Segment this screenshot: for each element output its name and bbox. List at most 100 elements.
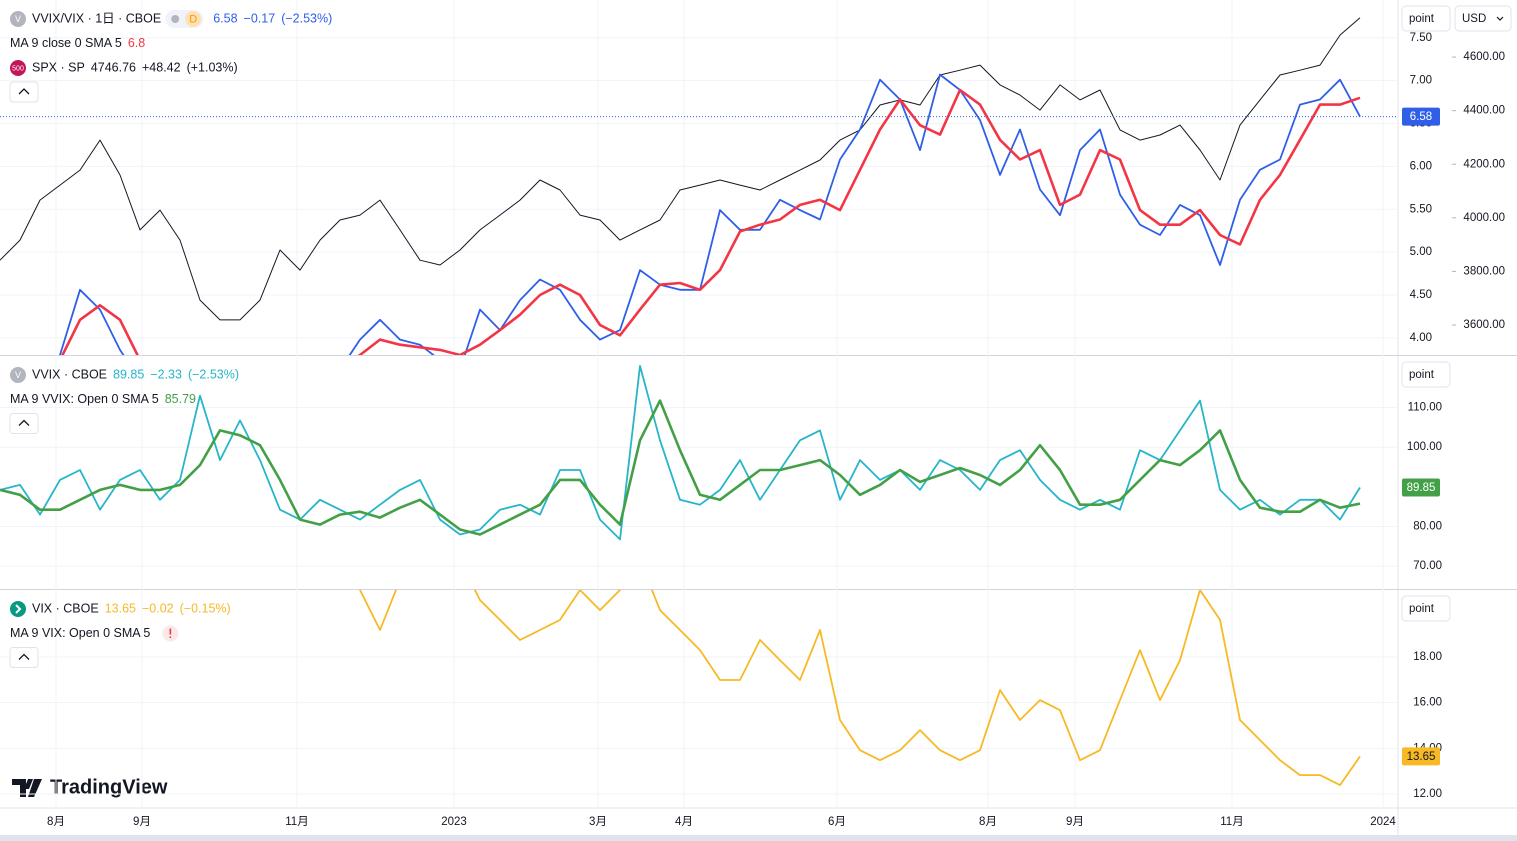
pane-plot (358, 590, 1361, 786)
legend-change: −0.17 (244, 11, 276, 25)
series-line (358, 590, 1361, 786)
last-price-tag (1402, 747, 1440, 766)
y-tick-label: 18.00 (1413, 651, 1442, 663)
symbol-icon (10, 601, 26, 617)
y-tick-label: 16.00 (1413, 697, 1442, 709)
x-tick-label: 2024 (1370, 816, 1396, 828)
collapse-icon (18, 653, 30, 660)
x-tick-label: 9月 (133, 816, 151, 828)
legend-value: 6.58 (213, 11, 237, 25)
x-tick-label: 2023 (441, 816, 467, 828)
legend-value: 85.79 (165, 392, 196, 406)
currency-chevron (1496, 16, 1504, 21)
currency-button (1454, 5, 1512, 32)
y-tick-label: 80.00 (1413, 521, 1442, 533)
x-tick-label: 3月 (589, 816, 607, 828)
x-tick-label: 6月 (828, 816, 846, 828)
symbol-icon (10, 60, 26, 76)
x-tick-label: 8月 (979, 816, 997, 828)
legend-value: 13.65 (105, 601, 136, 615)
watermark: TradingView (12, 776, 168, 798)
y-tick-label: 5.50 (1410, 203, 1432, 215)
legend-value: 89.85 (113, 367, 144, 381)
series-line (61, 88, 1361, 355)
y-tick-label: 5.00 (1410, 246, 1432, 258)
x-tick-label: 9月 (1066, 816, 1084, 828)
scale-button (1401, 595, 1451, 622)
watermark-logo (12, 779, 42, 797)
symbol-icon-label: V (15, 14, 21, 24)
series-line (0, 399, 1361, 536)
legend-change: −2.33 (150, 367, 182, 381)
symbol-icon-arrow (15, 604, 22, 614)
x-tick-label: 8月 (47, 816, 65, 828)
legend-change-pct: (−0.15%) (180, 601, 231, 615)
collapse-button[interactable] (9, 647, 39, 668)
collapse-icon (18, 419, 30, 426)
legend-name: VVIX/VIX · 1日 · CBOE (32, 11, 161, 25)
y2-tick-label: 4400.00 (1463, 105, 1505, 117)
y2-tick-label: 4200.00 (1463, 158, 1505, 170)
scale-button-label: point (1409, 13, 1435, 25)
y-tick-label: 4.00 (1410, 332, 1432, 344)
x-tick-label: 11月 (285, 816, 308, 828)
y-tick-label: 4.50 (1410, 289, 1432, 301)
last-price-label: 6.58 (1410, 111, 1432, 123)
y-tick-label: 6.00 (1410, 160, 1432, 172)
legend-change: +48.42 (142, 60, 181, 74)
y2-tick-label: 4000.00 (1463, 212, 1505, 224)
last-price-tag (1402, 107, 1440, 126)
y2-tick-label: 4600.00 (1463, 51, 1505, 63)
y-tick-label: 100.00 (1407, 441, 1442, 453)
y-tick-label: 7.50 (1410, 32, 1432, 44)
legend-name: VVIX · CBOE (32, 367, 107, 381)
legend-name: MA 9 VVIX: Open 0 SMA 5 (10, 392, 159, 406)
symbol-icon-label: V (15, 370, 21, 380)
legend-change-pct: (+1.03%) (187, 60, 238, 74)
collapse-button[interactable] (9, 413, 39, 434)
pane-plot (0, 17, 1361, 355)
legend-change: −0.02 (142, 601, 174, 615)
series-line (58, 73, 1361, 355)
bottom-bar (0, 835, 1517, 841)
interval-badge: D (189, 13, 197, 25)
collapse-button[interactable] (9, 81, 39, 103)
scale-button (1401, 5, 1451, 32)
legend-indicator: MA 9 VIX: Open 0 SMA 5 (10, 626, 150, 640)
scale-button-label: point (1409, 369, 1435, 381)
x-tick-label: 11月 (1220, 816, 1243, 828)
y-tick-label: 7.00 (1410, 75, 1432, 87)
series-line (0, 365, 1361, 541)
scale-button (1401, 361, 1451, 388)
legend-change-pct: (−2.53%) (188, 367, 239, 381)
last-price-tag (1402, 478, 1440, 497)
pane-plot (0, 365, 1361, 541)
series-line (0, 17, 1361, 321)
last-price-label: 89.85 (1407, 482, 1436, 494)
legend-value: 6.8 (128, 36, 145, 50)
legend-name: MA 9 close 0 SMA 5 (10, 36, 122, 50)
y-tick-label: 110.00 (1408, 402, 1442, 414)
legend-change-pct: (−2.53%) (281, 11, 332, 25)
watermark-text: TradingView (50, 776, 168, 798)
legend-name: SPX · SP (32, 60, 85, 74)
symbol-icon (10, 11, 26, 27)
symbol-icon (10, 367, 26, 383)
currency-label: USD (1462, 13, 1486, 25)
y2-tick-label: 3800.00 (1463, 265, 1505, 277)
y-tick-label: 12.00 (1413, 788, 1442, 800)
y-tick-label: 70.00 (1413, 560, 1442, 572)
scale-button-label: point (1409, 603, 1435, 615)
interval-badge-mark (185, 11, 202, 27)
last-price-label: 13.65 (1407, 751, 1436, 763)
collapse-icon (18, 88, 30, 95)
legend-value: 4746.76 (91, 60, 136, 74)
y2-tick-label: 3600.00 (1463, 319, 1505, 331)
interval-badge-dot (171, 15, 180, 23)
legend-name: VIX · CBOE (32, 601, 99, 615)
symbol-icon-label: 500 (12, 65, 24, 72)
x-tick-label: 4月 (675, 816, 693, 828)
